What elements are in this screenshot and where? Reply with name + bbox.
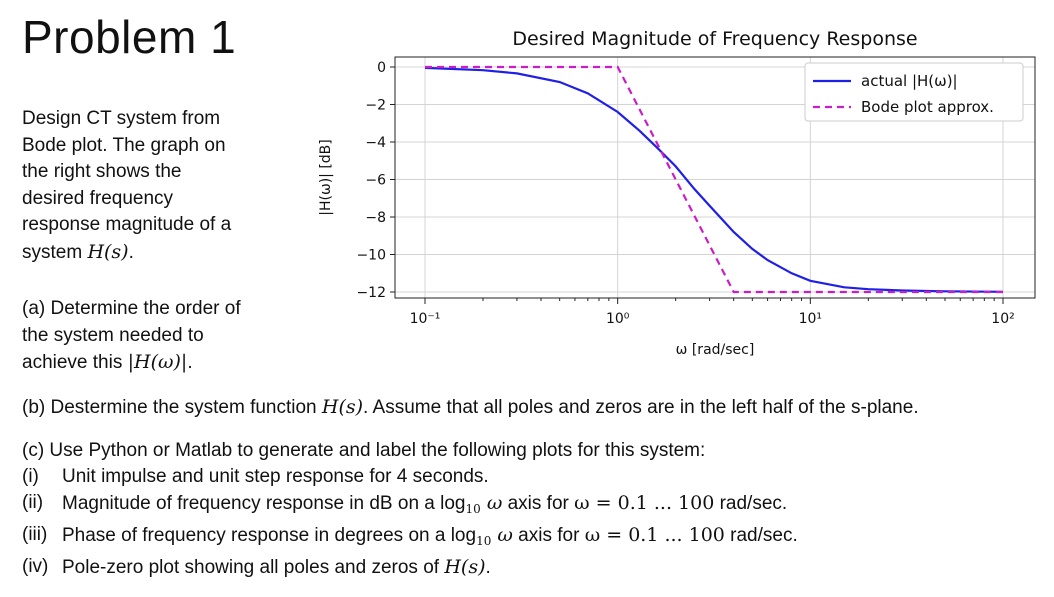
bode-magnitude-chart: Desired Magnitude of Frequency Response … [318, 28, 1036, 358]
intro-paragraph: Design CT system from Bode plot. The gra… [22, 106, 282, 266]
x-tick-label: 10¹ [799, 311, 822, 327]
magnitude-symbol: |H(ω)| [127, 351, 188, 373]
series-group [424, 65, 1004, 294]
part-a-text: achieve this [22, 352, 128, 373]
x-tick-label: 10² [991, 311, 1014, 327]
system-symbol: H(s) [321, 396, 364, 418]
omega-range: ω = 0.1 ... 100 [584, 524, 725, 546]
axis-ticks: 0 −2 −4 −6 −8 −10 −12 10⁻¹ 10⁰ 10¹ 10² [356, 60, 1014, 327]
part-a-line: (a) Determine the order of [22, 298, 241, 319]
legend-label: actual |H(ω)| [861, 72, 958, 90]
page-title: Problem 1 [22, 11, 237, 63]
legend-label: Bode plot approx. [861, 98, 994, 116]
item-text-mid: axis for [512, 525, 585, 546]
item-text-pre: Pole-zero plot showing all poles and zer… [62, 557, 445, 578]
list-item: (ii) Magnitude of frequency response in … [22, 490, 1032, 522]
bode-approx-line [425, 65, 1003, 294]
item-number: (ii) [22, 492, 44, 513]
item-number: (iv) [22, 556, 49, 577]
item-text: Pole-zero plot showing all poles and zer… [62, 554, 491, 581]
intro-line: response magnitude of a [22, 214, 232, 235]
item-text-pre: Phase of frequency response in degrees o… [62, 525, 477, 546]
item-text-post: . [485, 557, 491, 578]
y-tick-label: −10 [356, 248, 386, 264]
item-number: (i) [22, 466, 39, 487]
omega-symbol: ω [491, 524, 513, 546]
y-tick-label: 0 [377, 60, 386, 76]
omega-symbol: ω [480, 492, 503, 514]
part-a-text: . [187, 352, 193, 373]
part-b: (b) Destermine the system function H(s).… [22, 394, 1032, 421]
item-text: Phase of frequency response in degrees o… [62, 522, 798, 554]
y-tick-label: −4 [365, 135, 386, 151]
legend-box [804, 62, 1024, 122]
item-text: Magnitude of frequency response in dB on… [62, 490, 787, 522]
x-tick-label: 10⁻¹ [410, 311, 441, 327]
part-b-text: . Assume that all poles and zeros are in… [363, 397, 919, 418]
item-text-post: rad/sec. [714, 493, 788, 514]
list-item: (i) Unit impulse and unit step response … [22, 464, 1032, 490]
y-axis-label: |H(ω)| [dB] [318, 139, 334, 215]
system-symbol: H(s) [87, 240, 129, 263]
actual-response-line [424, 66, 1004, 293]
y-tick-label: −2 [365, 98, 386, 114]
y-tick-label: −6 [365, 173, 386, 189]
part-a-line: the system needed to [22, 324, 204, 346]
list-item: (iv) Pole-zero plot showing all poles an… [22, 554, 1032, 581]
log-subscript: 10 [465, 502, 481, 516]
part-c: (c) Use Python or Matlab to generate and… [22, 438, 1032, 581]
omega-range: ω = 0.1 ... 100 [574, 492, 715, 514]
part-a: (a) Determine the order of the system ne… [22, 296, 292, 377]
plot-frame [394, 56, 1036, 299]
part-b-text: (b) Destermine the system function [22, 397, 322, 418]
list-item: (iii) Phase of frequency response in deg… [22, 522, 1032, 554]
intro-line: Design CT system from [22, 108, 221, 129]
item-text: Unit impulse and unit step response for … [62, 466, 489, 487]
x-tick-label: 10⁰ [606, 311, 630, 327]
intro-line: Bode plot. The graph on [22, 134, 226, 156]
part-a-line: achieve this |H(ω)|. [22, 349, 292, 377]
item-text-post: rad/sec. [724, 525, 798, 546]
intro-text: system [22, 241, 88, 263]
item-number: (iii) [22, 524, 48, 545]
part-c-intro: (c) Use Python or Matlab to generate and… [22, 440, 706, 461]
y-tick-label: −8 [365, 210, 386, 226]
log-subscript: 10 [476, 534, 492, 548]
intro-line: desired frequency [22, 187, 174, 209]
system-symbol: H(s) [444, 556, 486, 578]
item-text-mid: axis for [502, 493, 575, 514]
legend: actual |H(ω)| Bode plot approx. [804, 62, 1024, 122]
x-axis-label: ω [rad/sec] [676, 342, 755, 358]
y-tick-label: −12 [356, 285, 386, 301]
intro-line: the right shows the [22, 161, 182, 182]
chart-title: Desired Magnitude of Frequency Response [512, 28, 917, 50]
item-text-pre: Magnitude of frequency response in dB on… [62, 493, 466, 514]
intro-text: . [128, 241, 134, 263]
intro-line: system H(s). [22, 239, 282, 267]
